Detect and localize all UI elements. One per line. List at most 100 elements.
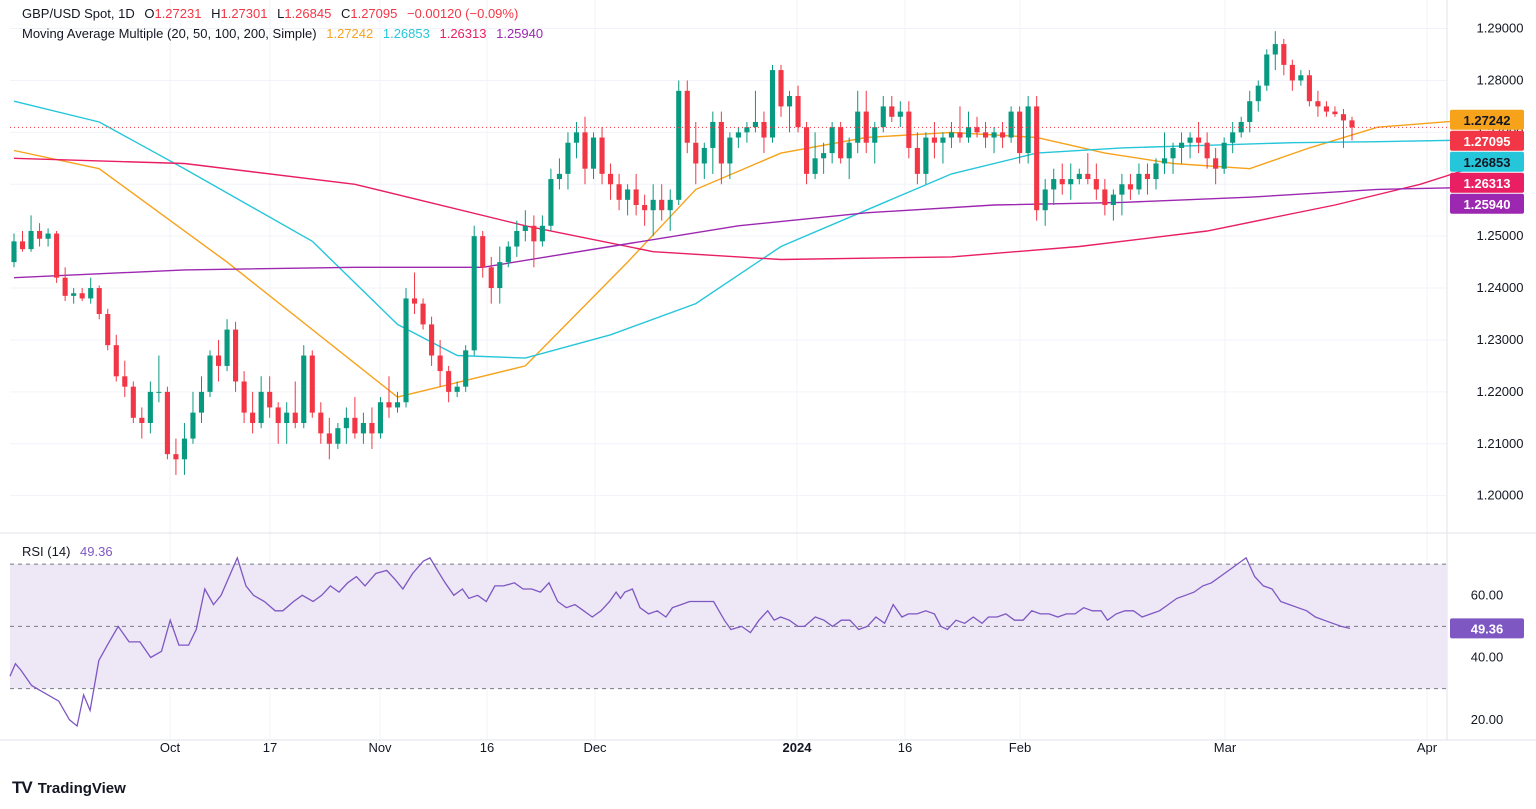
candle (1213, 147, 1219, 185)
candle (1178, 132, 1185, 164)
candle-body (514, 230, 520, 247)
candle-body (429, 324, 435, 356)
candle (1196, 121, 1202, 154)
candle-body (906, 111, 912, 148)
candle (940, 132, 946, 164)
ma20-axis-label-bg (1450, 109, 1524, 130)
candle-body (786, 96, 793, 107)
candle-body (301, 355, 307, 424)
candle (139, 407, 145, 439)
ma100-line (13, 157, 1472, 261)
candle-body (752, 121, 758, 128)
candle-body (659, 199, 665, 211)
candle (1025, 96, 1031, 164)
candle-body (718, 121, 724, 164)
candle-body (897, 111, 903, 117)
candle-body (420, 303, 426, 325)
candle-body (846, 142, 852, 159)
candle (1102, 179, 1108, 216)
candle (548, 168, 554, 231)
candle (855, 90, 861, 154)
candle-body (565, 142, 571, 174)
candle-body (28, 230, 34, 250)
candle (207, 350, 213, 398)
candle (514, 220, 520, 257)
candle (642, 194, 648, 226)
candle (394, 391, 401, 413)
candle (1076, 168, 1082, 185)
candle-body (1298, 75, 1304, 81)
candle-body (488, 267, 494, 289)
ma50-line (13, 100, 1472, 359)
candle (565, 132, 571, 190)
candle-body (198, 391, 205, 413)
candle (224, 319, 230, 372)
candle (1255, 80, 1261, 112)
candle-body (1000, 132, 1006, 138)
candle-body (838, 127, 844, 159)
candle (488, 256, 494, 304)
candle (105, 308, 111, 351)
candle-body (531, 225, 537, 242)
candle (889, 96, 895, 122)
candle (1051, 168, 1057, 206)
candle (1110, 189, 1116, 221)
candles (10, 31, 1447, 475)
candle-body (19, 241, 26, 250)
candle (821, 142, 827, 174)
rsi-tick-label: 60.00 (1471, 587, 1504, 602)
candle (795, 85, 801, 133)
candle (522, 210, 528, 242)
candle-body (608, 173, 614, 185)
candle-body (480, 236, 486, 268)
candle-body (1187, 137, 1193, 143)
ma20-axis-label: 1.27242 (1450, 109, 1524, 130)
candle-body (105, 314, 111, 346)
candle (650, 184, 656, 237)
candle-body (539, 225, 545, 242)
time-tick-label: Apr (1417, 740, 1438, 755)
candle (198, 376, 205, 424)
last-price-axis-label-bg (1450, 130, 1524, 151)
candle-body (1068, 179, 1074, 185)
candle (420, 298, 426, 330)
ma20-value: 1.27242 (326, 26, 374, 41)
candle-body (974, 127, 980, 133)
candle (1119, 173, 1125, 216)
tradingview-logo[interactable]: TV TradingView (12, 778, 126, 798)
candle-body (804, 127, 810, 174)
candle (1093, 163, 1099, 200)
candle-body (590, 137, 597, 169)
candle-body (872, 127, 878, 143)
candle-body (1264, 54, 1270, 86)
candle-body (156, 391, 162, 393)
ma-legend: Moving Average Multiple (20, 50, 100, 20… (22, 26, 549, 41)
candle (1204, 132, 1210, 169)
candle-body (1340, 114, 1347, 121)
candle-body (1204, 142, 1210, 159)
candle (1332, 106, 1338, 117)
candle-body (377, 402, 384, 434)
candle (386, 376, 392, 418)
price-tick-label: 1.23000 (1477, 332, 1524, 347)
candle (829, 121, 835, 164)
candle (505, 241, 511, 268)
candle (113, 334, 119, 382)
candle-body (693, 142, 699, 164)
ma50-axis-label: 1.26853 (1450, 151, 1524, 172)
ohlc-change: −0.00120 (−0.09%) (406, 6, 519, 21)
candle-body (173, 454, 179, 460)
candle (130, 381, 136, 424)
candle-body (241, 381, 247, 413)
candle-body (403, 298, 409, 403)
candle (147, 381, 153, 434)
candle (1161, 132, 1168, 174)
candle-body (1136, 173, 1142, 190)
candle (28, 215, 34, 252)
candle-body (360, 423, 366, 434)
time-tick-label: Dec (583, 740, 607, 755)
candle-body (1161, 158, 1168, 164)
candle-body (190, 412, 196, 439)
candle (88, 277, 94, 304)
